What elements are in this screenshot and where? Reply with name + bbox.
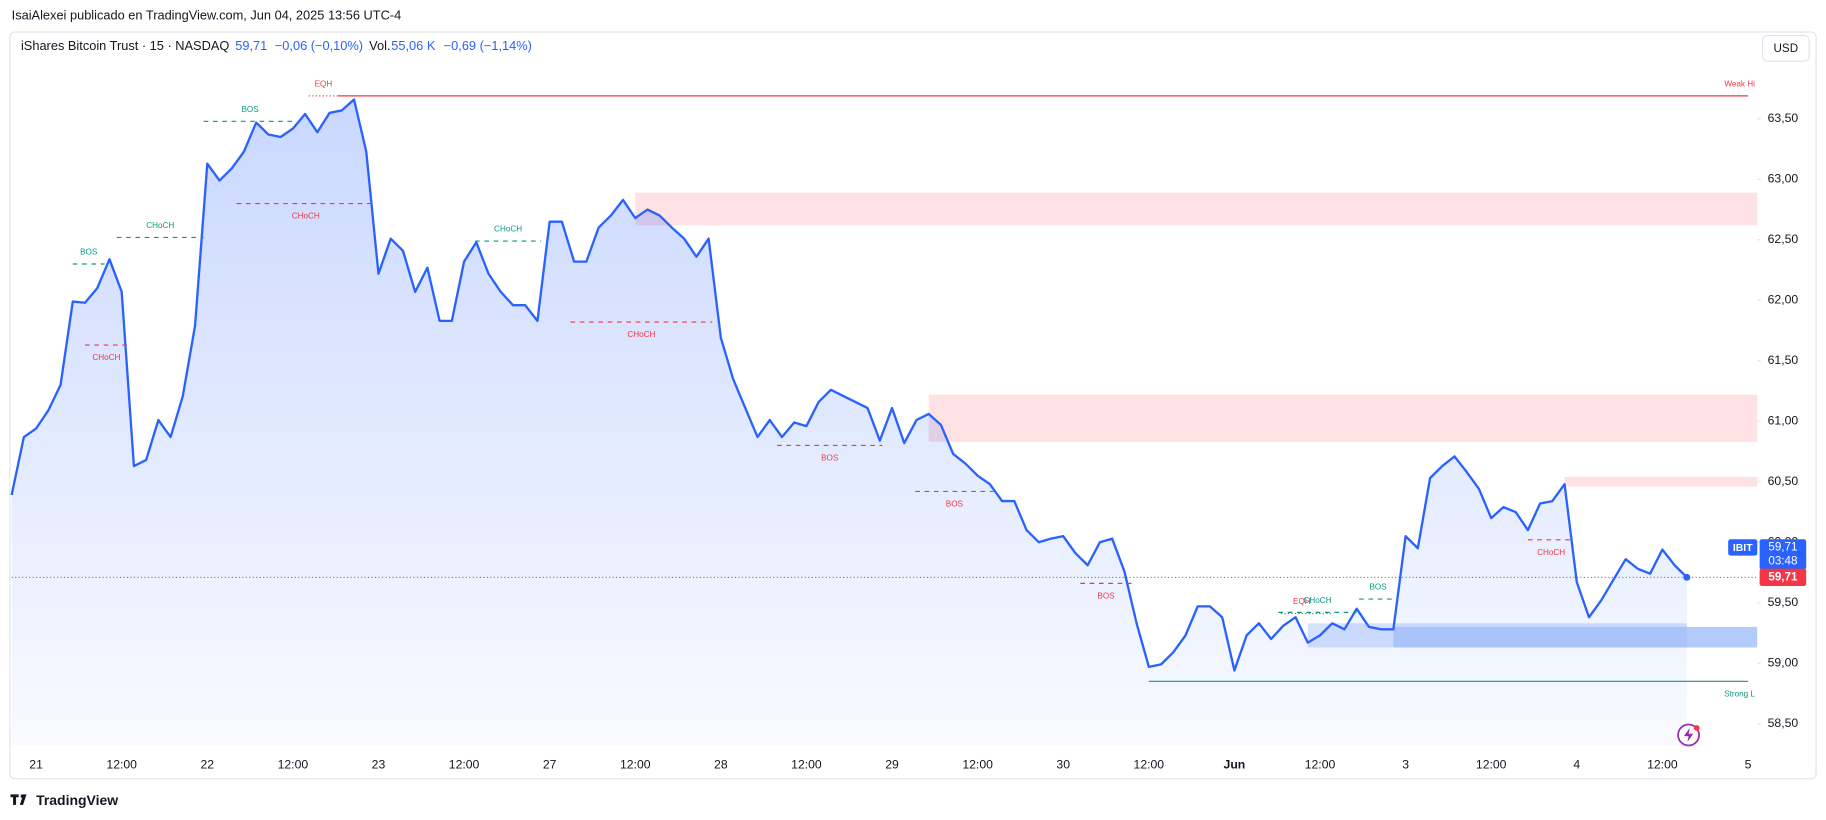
x-tick-label: 5 bbox=[1745, 757, 1752, 771]
symbol-box bbox=[1728, 539, 1758, 556]
icon-bolt[interactable] bbox=[1683, 727, 1694, 742]
symbol-title: iShares Bitcoin Trust · 15 · NASDAQ bbox=[21, 38, 229, 53]
x-tick-label: 12:00 bbox=[1134, 757, 1165, 771]
structure-label: CHoCH bbox=[292, 212, 320, 221]
structure-label: BOS bbox=[241, 105, 259, 114]
x-tick-label: 4 bbox=[1573, 757, 1580, 771]
y-tick-label: 63,00 bbox=[1768, 172, 1799, 186]
symbol-label: IBIT bbox=[1733, 543, 1753, 554]
legend: iShares Bitcoin Trust · 15 · NASDAQ 59,7… bbox=[21, 38, 532, 53]
structure-label: EQH bbox=[315, 79, 333, 88]
x-tick-label: 12:00 bbox=[449, 757, 480, 771]
structure-label: BOS bbox=[821, 453, 839, 462]
chart-frame bbox=[9, 31, 1817, 780]
structure-label: CHoCH bbox=[146, 221, 174, 230]
structure-label: CHoCH bbox=[1537, 548, 1565, 557]
last-point bbox=[1683, 573, 1691, 581]
y-tick-label: 62,00 bbox=[1768, 293, 1799, 307]
x-tick-label: Jun bbox=[1224, 757, 1246, 771]
structure-label: CHoCH bbox=[92, 353, 120, 362]
x-tick-label: 29 bbox=[885, 757, 899, 771]
zone bbox=[1564, 476, 1758, 487]
currency-box[interactable] bbox=[1761, 34, 1810, 62]
legend-change: −0,06 (−0,10%) bbox=[275, 38, 363, 53]
x-tick-label: 12:00 bbox=[791, 757, 822, 771]
currency-button[interactable]: USD bbox=[1761, 34, 1810, 62]
zone bbox=[928, 394, 1758, 442]
x-tick-label: 22 bbox=[200, 757, 214, 771]
structure-label: BOS bbox=[1097, 591, 1115, 600]
zone bbox=[635, 192, 1758, 226]
legend-volume: 55,06 K bbox=[391, 38, 436, 53]
lightning-icon[interactable] bbox=[1677, 723, 1700, 747]
structure-label: CHoCH bbox=[627, 330, 655, 339]
structure-label: CHoCH bbox=[1304, 596, 1332, 605]
icon-dot[interactable] bbox=[1693, 725, 1700, 731]
structure-label: Weak Hi bbox=[1724, 79, 1755, 88]
brand-name: TradingView bbox=[36, 792, 118, 808]
x-tick-label: 12:00 bbox=[620, 757, 651, 771]
structure-label: EQH bbox=[1293, 597, 1311, 606]
legend-volume-change: −0,69 (−1,14%) bbox=[444, 38, 532, 53]
x-tick-label: 12:00 bbox=[1305, 757, 1336, 771]
currency-label[interactable]: USD bbox=[1774, 42, 1799, 55]
x-tick-label: 21 bbox=[29, 757, 43, 771]
axes: 58,5059,0059,5060,0060,5061,0061,5062,00… bbox=[29, 111, 1798, 771]
price-line bbox=[10, 98, 1688, 672]
x-tick-label: 12:00 bbox=[278, 757, 309, 771]
tag-price: 59,71 bbox=[1768, 541, 1797, 554]
area-fill bbox=[11, 99, 1687, 746]
x-tick-label: 23 bbox=[372, 757, 386, 771]
structure-label: BOS bbox=[1369, 583, 1387, 592]
y-tick-label: 63,50 bbox=[1768, 111, 1799, 125]
structure-label: Strong L bbox=[1724, 689, 1755, 698]
x-tick-label: 28 bbox=[714, 757, 728, 771]
last-price-label: 59,71 bbox=[1768, 570, 1798, 583]
legend-price: 59,71 bbox=[235, 38, 267, 53]
attribution: IsaiAlexei publicado en TradingView.com,… bbox=[12, 8, 402, 23]
x-tick-label: 3 bbox=[1402, 757, 1409, 771]
y-tick-label: 60,50 bbox=[1768, 474, 1799, 488]
brand: TradingView bbox=[10, 792, 118, 808]
x-tick-label: 12:00 bbox=[962, 757, 993, 771]
structure-label: CHoCH bbox=[494, 225, 522, 234]
y-tick-label: 59,00 bbox=[1768, 655, 1799, 669]
last-price-box bbox=[1759, 568, 1807, 587]
brand-logo-dot bbox=[20, 794, 25, 798]
y-tick-label: 59,50 bbox=[1768, 595, 1799, 609]
x-tick-label: 12:00 bbox=[1647, 757, 1678, 771]
structure-label: BOS bbox=[80, 248, 98, 257]
y-tick-label: 61,00 bbox=[1768, 414, 1799, 428]
x-tick-label: 30 bbox=[1056, 757, 1070, 771]
y-tick-label: 62,50 bbox=[1768, 232, 1799, 246]
price-tag-box bbox=[1759, 539, 1807, 570]
y-tick-label: 61,50 bbox=[1768, 353, 1799, 367]
tag-countdown: 03:48 bbox=[1768, 554, 1797, 567]
x-tick-label: 27 bbox=[543, 757, 557, 771]
legend-volume-label: Vol. bbox=[369, 38, 390, 53]
x-tick-label: 12:00 bbox=[106, 757, 137, 771]
y-tick-label: 58,50 bbox=[1768, 716, 1799, 730]
x-tick-label: 12:00 bbox=[1476, 757, 1507, 771]
structure-label: BOS bbox=[946, 499, 964, 508]
